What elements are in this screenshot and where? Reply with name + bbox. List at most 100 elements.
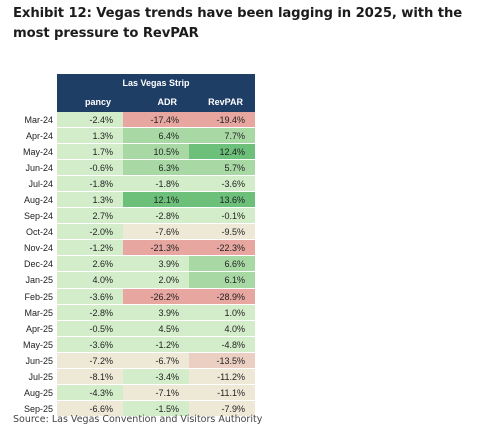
row-label: Apr-24 xyxy=(25,131,53,142)
row-label: Mar-24 xyxy=(24,115,53,125)
row-label: Jun-24 xyxy=(25,163,53,174)
table-cell: 3.9% xyxy=(123,256,189,273)
row-label: Sep-25 xyxy=(23,403,53,414)
table-row: Jan-25 4.0% 2.0% 6.1% xyxy=(14,272,255,289)
table-cell: 10.5% xyxy=(123,144,189,161)
row-label: Apr-25 xyxy=(25,323,53,334)
table-row: Feb-25 -3.6% -26.2% -28.9% xyxy=(14,288,255,305)
table-cell: -6.6% xyxy=(57,400,123,417)
group-header-label: Las Vegas Strip xyxy=(57,74,255,93)
table-cell: -2.0% xyxy=(57,224,123,241)
table-cell: -1.8% xyxy=(123,176,189,193)
table-row: Jul-24 -1.8% -1.8% -3.6% xyxy=(14,176,255,193)
table-body: Mar-24 -2.4% -17.4% -19.4% Apr-24 1.3% 6.4% 7.7… xyxy=(14,112,255,417)
table-cell: 6.3% xyxy=(123,160,189,177)
table-row: Mar-25 -2.8% 3.9% 1.0% xyxy=(14,304,255,321)
table-cell: 6.6% xyxy=(189,256,255,273)
exhibit-title: Exhibit 12: Vegas trends have been laggi… xyxy=(13,6,463,41)
table-cell: 12.4% xyxy=(189,144,255,161)
column-headers: pancy ADR RevPAR xyxy=(57,93,255,112)
row-label: May-25 xyxy=(22,339,53,350)
table-cell: -3.6% xyxy=(189,176,255,193)
table-cell: 2.6% xyxy=(57,256,123,273)
table-cell: -0.5% xyxy=(57,320,123,337)
row-label: Jul-24 xyxy=(28,179,53,190)
table-row: Jun-24 -0.6% 6.3% 5.7% xyxy=(14,160,255,177)
row-label: Jul-25 xyxy=(28,371,53,382)
table-cell: -26.2% xyxy=(123,288,189,305)
table-cell: -1.2% xyxy=(123,336,189,353)
table-row: Jul-25 -8.1% -3.4% -11.2% xyxy=(14,368,255,385)
table-row: Nov-24 -1.2% -21.3% -22.3% xyxy=(14,240,255,257)
table-row: May-24 1.7% 10.5% 12.4% xyxy=(14,144,255,161)
row-label: Feb-25 xyxy=(24,291,53,302)
table-cell: 7.7% xyxy=(189,128,255,145)
table-cell: -1.2% xyxy=(57,240,123,257)
table-cell: 4.0% xyxy=(189,320,255,337)
table-cell: -1.5% xyxy=(123,400,189,417)
table-cell: -3.6% xyxy=(57,336,123,353)
table-cell: 4.0% xyxy=(57,272,123,289)
table-row: Dec-24 2.6% 3.9% 6.6% xyxy=(14,256,255,273)
table-cell: -3.6% xyxy=(57,288,123,305)
row-label: Aug-24 xyxy=(23,195,53,206)
column-header: pancy xyxy=(84,97,111,107)
row-label: Mar-25 xyxy=(24,307,53,318)
table-cell: -2.8% xyxy=(57,304,123,321)
table-cell: 1.3% xyxy=(57,192,123,209)
table-cell: -6.7% xyxy=(123,352,189,369)
table-row: Apr-25 -0.5% 4.5% 4.0% xyxy=(14,320,255,337)
table-row: Apr-24 1.3% 6.4% 7.7% xyxy=(14,128,255,145)
table-cell: -2.8% xyxy=(123,208,189,225)
table-cell: -9.5% xyxy=(189,224,255,241)
column-header: RevPAR xyxy=(208,97,243,107)
table-cell: -4.3% xyxy=(57,384,123,401)
table-cell: -3.4% xyxy=(123,368,189,385)
row-label: Dec-24 xyxy=(23,259,53,270)
table-cell: -28.9% xyxy=(189,288,255,305)
row-label: Nov-24 xyxy=(23,243,53,254)
table-cell: -11.1% xyxy=(189,384,255,401)
table-cell: 6.4% xyxy=(123,128,189,145)
table-cell: -7.2% xyxy=(57,352,123,369)
table-cell: -8.1% xyxy=(57,368,123,385)
table-row: Sep-24 2.7% -2.8% -0.1% xyxy=(14,208,255,225)
table-cell: -0.1% xyxy=(189,208,255,225)
table-row: Sep-25 -6.6% -1.5% -7.9% xyxy=(14,400,255,417)
table-cell: -4.8% xyxy=(189,336,255,353)
table-cell: -1.8% xyxy=(57,176,123,193)
table-row: Jun-25 -7.2% -6.7% -13.5% xyxy=(14,352,255,369)
table-row: May-25 -3.6% -1.2% -4.8% xyxy=(14,336,255,353)
table-cell: 1.0% xyxy=(189,304,255,321)
table-cell: 1.3% xyxy=(57,128,123,145)
table-cell: -7.9% xyxy=(189,400,255,417)
table-cell: -19.4% xyxy=(189,112,255,129)
table-cell: 12.1% xyxy=(123,192,189,209)
table-cell: 13.6% xyxy=(189,192,255,209)
row-label: Oct-24 xyxy=(25,227,53,238)
table-cell: -7.6% xyxy=(123,224,189,241)
row-label: Jan-25 xyxy=(25,275,53,286)
table-row: Mar-24 -2.4% -17.4% -19.4% xyxy=(14,112,255,129)
table-cell: 3.9% xyxy=(123,304,189,321)
table-cell: 2.7% xyxy=(57,208,123,225)
data-table: Las Vegas Strip pancy ADR RevPAR Mar-24-… xyxy=(14,74,255,417)
table-cell: -2.4% xyxy=(57,112,123,129)
table-cell: 1.7% xyxy=(57,144,123,161)
row-label: Jun-25 xyxy=(25,355,53,366)
table-cell: -17.4% xyxy=(123,112,189,129)
table-row: Aug-24 1.3% 12.1% 13.6% xyxy=(14,192,255,209)
table-cell: 5.7% xyxy=(189,160,255,177)
table-row: Oct-24 -2.0% -7.6% -9.5% xyxy=(14,224,255,241)
source-note: Source: Las Vegas Convention and Visitor… xyxy=(13,414,263,425)
table-cell: -22.3% xyxy=(189,240,255,257)
table-cell: 4.5% xyxy=(123,320,189,337)
table-group-header: Las Vegas Strip xyxy=(14,74,255,93)
table-cell: -11.2% xyxy=(189,368,255,385)
row-label: Sep-24 xyxy=(23,211,53,222)
table-cell: -7.1% xyxy=(123,384,189,401)
row-label: Aug-25 xyxy=(23,387,53,398)
column-header: ADR xyxy=(157,97,178,107)
table-cell: -13.5% xyxy=(189,352,255,369)
table-cell: 6.1% xyxy=(189,272,255,289)
